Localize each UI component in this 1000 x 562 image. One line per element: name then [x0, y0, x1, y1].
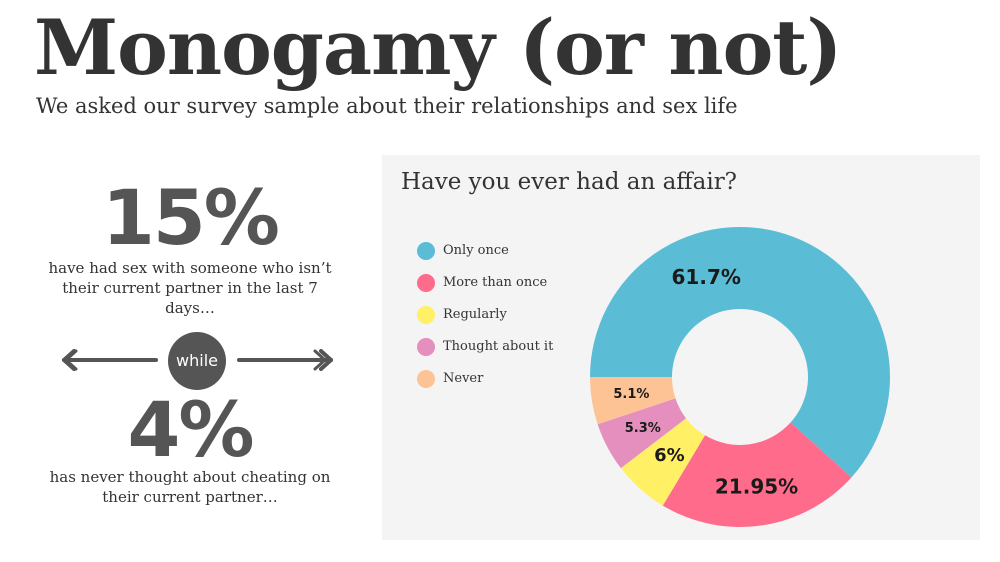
stat-text-first: have had sex with someone who isn’t thei…: [48, 259, 332, 317]
donut-slice: [590, 226, 890, 478]
legend-item: Only once: [417, 241, 587, 273]
legend-label: Never: [443, 371, 484, 386]
page-subtitle: We asked our survey sample about their r…: [36, 94, 738, 118]
donut-slice: [620, 418, 705, 506]
slice-value-label: 6%: [654, 445, 685, 466]
while-badge: while: [168, 332, 226, 390]
legend-label: Only once: [443, 243, 509, 258]
chart-panel: Have you ever had an affair? Only once Mo…: [382, 155, 980, 540]
legend-swatch: [417, 242, 435, 260]
stat-value-first: 15%: [102, 173, 280, 262]
slice-value-label: 21.95%: [715, 474, 798, 498]
slice-value-label: 61.7%: [672, 265, 741, 289]
legend-label: Thought about it: [443, 339, 554, 354]
arrow-left-icon: [62, 349, 158, 371]
legend-swatch: [417, 306, 435, 324]
while-connector: while: [60, 330, 335, 390]
legend-item: More than once: [417, 273, 587, 305]
legend-swatch: [417, 370, 435, 388]
chart-legend: Only once More than once Regularly Thought …: [417, 241, 587, 401]
chart-title: Have you ever had an affair?: [401, 169, 738, 195]
page-title: Monogamy (or not): [34, 3, 842, 92]
donut-slice: [662, 422, 852, 527]
legend-swatch: [417, 338, 435, 356]
legend-item: Thought about it: [417, 337, 587, 369]
legend-swatch: [417, 274, 435, 292]
legend-item: Never: [417, 369, 587, 401]
stat-value-second: 4%: [127, 385, 254, 474]
donut-chart: 61.7% 21.95% 6% 5.3% 5.1%: [590, 226, 890, 527]
arrow-right-icon: [237, 349, 333, 371]
stat-text-second: has never thought about cheating on thei…: [49, 468, 331, 506]
legend-item: Regularly: [417, 305, 587, 337]
donut-slice: [597, 398, 686, 469]
donut-slice: [590, 377, 676, 425]
legend-label: More than once: [443, 275, 548, 290]
slice-value-label: 5.1%: [613, 387, 649, 402]
slice-value-label: 5.3%: [625, 421, 661, 436]
legend-label: Regularly: [443, 307, 507, 322]
